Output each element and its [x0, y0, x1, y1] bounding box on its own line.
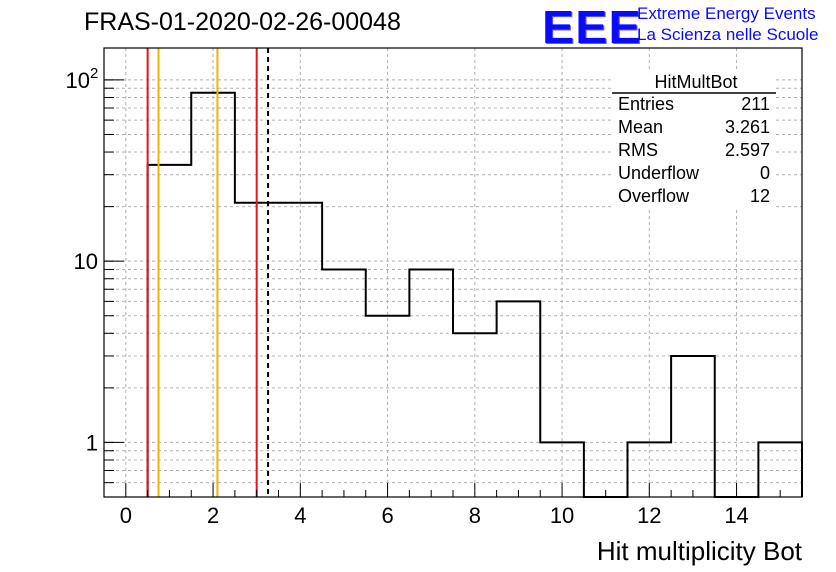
x-axis-label: Hit multiplicity Bot: [597, 536, 803, 566]
x-tick-label: 12: [637, 503, 661, 528]
stats-row-value: 3.261: [725, 117, 770, 137]
logo-text-line2: La Scienza nelle Scuole: [637, 25, 819, 44]
stats-row-label: RMS: [618, 140, 658, 160]
x-tick-label: 14: [724, 503, 748, 528]
y-tick-label: 10: [66, 68, 90, 93]
logo-mark: EEE: [542, 1, 642, 53]
histogram-bin: [322, 269, 366, 497]
stats-row-value: 0: [760, 163, 770, 183]
x-tick-label: 10: [550, 503, 574, 528]
marker-lines: [146, 48, 270, 497]
eee-logo: EEE Extreme Energy Events La Scienza nel…: [542, 1, 832, 53]
stats-row-label: Overflow: [618, 186, 690, 206]
x-tick-label: 0: [120, 503, 132, 528]
histogram-bin: [497, 301, 541, 497]
stats-row-label: Entries: [618, 94, 674, 114]
y-tick-label: 1: [86, 430, 98, 455]
histogram-bin: [671, 356, 715, 497]
stats-name: HitMultBot: [654, 72, 737, 92]
stats-row-value: 211: [741, 94, 770, 114]
stats-row-label: Underflow: [618, 163, 700, 183]
y-tick-label: 10: [74, 249, 98, 274]
x-tick-label: 4: [294, 503, 306, 528]
stats-row-value: 12: [750, 186, 770, 206]
chart-title: FRAS-01-2020-02-26-00048: [84, 8, 401, 36]
histogram-bin: [409, 269, 453, 497]
stats-row-value: 2.597: [725, 140, 770, 160]
x-tick-label: 2: [207, 503, 219, 528]
y-tick-exponent: 2: [90, 65, 98, 82]
histogram-step-line: [146, 91, 803, 498]
stats-row-label: Mean: [618, 117, 663, 137]
histogram-bin: [148, 165, 192, 497]
x-tick-label: 8: [469, 503, 481, 528]
logo-text-line1: Extreme Energy Events: [637, 4, 816, 23]
histogram-series: [146, 91, 803, 498]
stats-box-background: [612, 72, 776, 210]
x-tick-label: 6: [381, 503, 393, 528]
